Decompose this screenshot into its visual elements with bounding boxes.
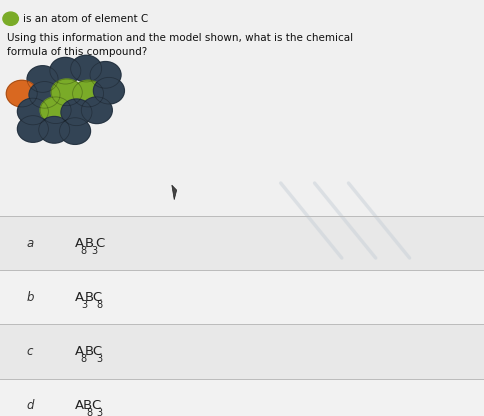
Bar <box>0 216 484 270</box>
Text: 3: 3 <box>97 408 103 416</box>
Text: formula of this compound?: formula of this compound? <box>7 47 148 57</box>
Text: C: C <box>91 399 100 412</box>
Text: A: A <box>75 291 84 304</box>
Circle shape <box>39 116 70 143</box>
Circle shape <box>29 82 60 108</box>
Text: B: B <box>85 237 94 250</box>
Bar <box>0 324 484 379</box>
Text: 8: 8 <box>81 246 87 256</box>
Circle shape <box>81 97 112 124</box>
Text: b: b <box>27 291 34 304</box>
Text: 3: 3 <box>81 300 87 310</box>
Text: Using this information and the model shown, what is the chemical: Using this information and the model sho… <box>7 33 353 43</box>
Text: is an atom of element C: is an atom of element C <box>23 14 149 24</box>
Circle shape <box>71 55 102 82</box>
Circle shape <box>51 79 82 106</box>
Text: BC: BC <box>85 291 103 304</box>
Polygon shape <box>172 185 177 200</box>
Circle shape <box>40 97 71 124</box>
Text: A: A <box>75 345 84 358</box>
Text: d: d <box>27 399 34 412</box>
Circle shape <box>17 98 48 125</box>
Text: 3: 3 <box>97 354 103 364</box>
Text: C: C <box>95 237 105 250</box>
Circle shape <box>27 66 58 92</box>
Circle shape <box>90 62 121 88</box>
Text: c: c <box>27 345 33 358</box>
Text: a: a <box>27 237 34 250</box>
Bar <box>0 270 484 324</box>
Circle shape <box>61 99 92 126</box>
Bar <box>0 379 484 416</box>
Circle shape <box>93 77 124 104</box>
Text: 8: 8 <box>87 408 93 416</box>
Circle shape <box>50 57 81 84</box>
Circle shape <box>6 80 37 107</box>
Circle shape <box>3 12 18 25</box>
Text: AB: AB <box>75 399 93 412</box>
Text: BC: BC <box>85 345 103 358</box>
Circle shape <box>60 118 91 144</box>
Circle shape <box>73 80 104 107</box>
Text: 3: 3 <box>91 246 97 256</box>
Text: 8: 8 <box>97 300 103 310</box>
Text: 8: 8 <box>81 354 87 364</box>
Text: A: A <box>75 237 84 250</box>
Circle shape <box>17 116 48 142</box>
